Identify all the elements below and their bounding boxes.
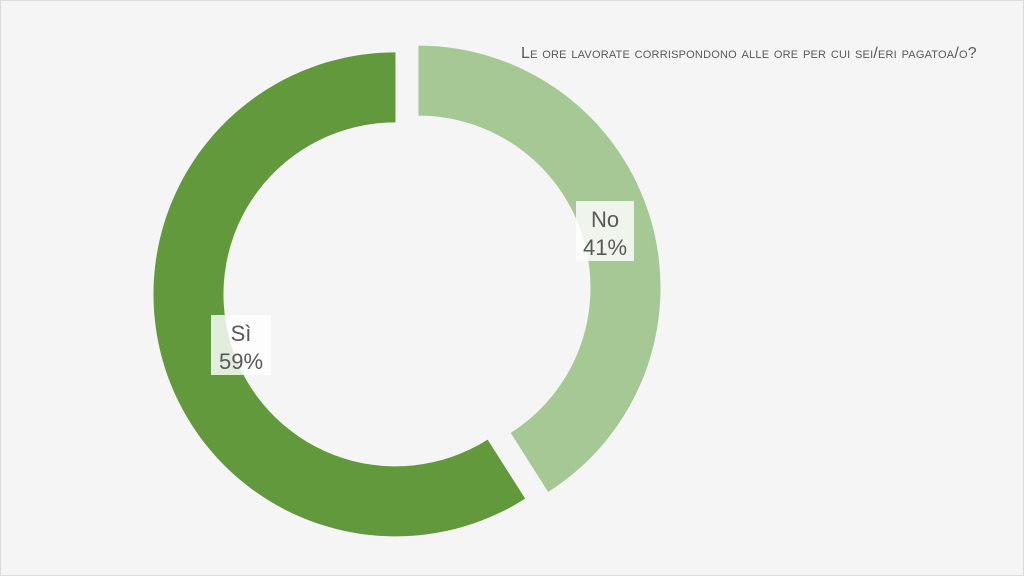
data-label-box: [576, 201, 634, 261]
data-label-si: Sì 59%: [211, 315, 271, 375]
data-label-percent: 41%: [583, 235, 627, 260]
data-label-no: No 41%: [576, 201, 634, 261]
donut-slice-s-: [153, 52, 526, 537]
donut-slice-no: [418, 45, 661, 492]
donut-slices: [153, 45, 661, 537]
chart-title: Le ore lavorate corrispondono alle ore p…: [521, 45, 977, 62]
data-label-category: No: [591, 207, 619, 232]
data-labels: No 41% Sì 59%: [211, 201, 634, 375]
data-label-percent: 59%: [219, 349, 263, 374]
data-label-box: [211, 315, 271, 375]
data-label-category: Sì: [231, 321, 252, 346]
